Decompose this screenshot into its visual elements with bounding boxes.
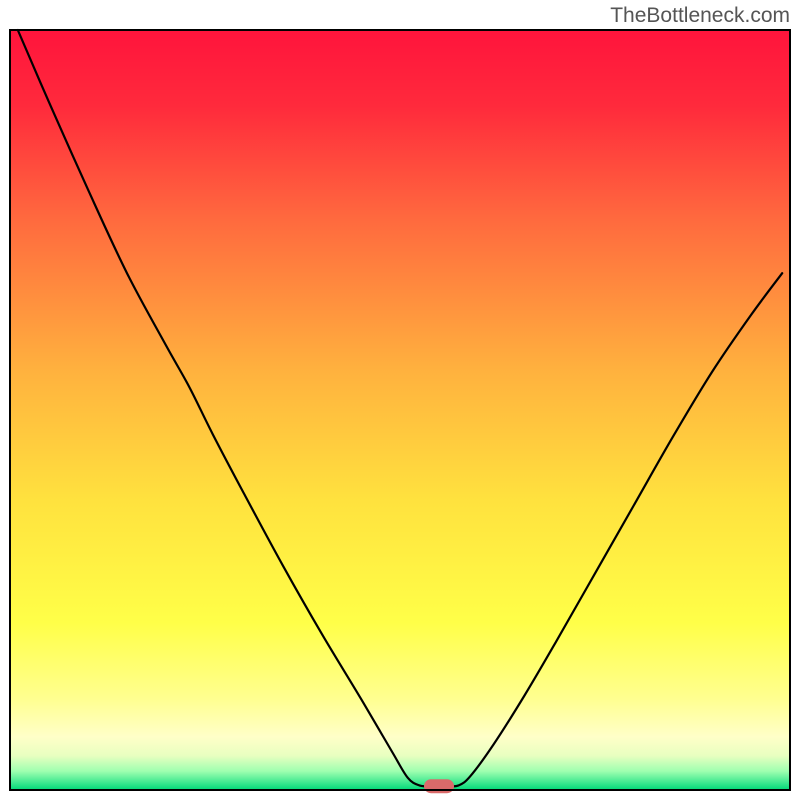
watermark-text: TheBottleneck.com bbox=[610, 4, 790, 28]
plot-background bbox=[10, 30, 790, 790]
chart-container: TheBottleneck.com bbox=[0, 0, 800, 800]
bottleneck-chart bbox=[0, 0, 800, 800]
optimum-marker bbox=[424, 779, 454, 793]
